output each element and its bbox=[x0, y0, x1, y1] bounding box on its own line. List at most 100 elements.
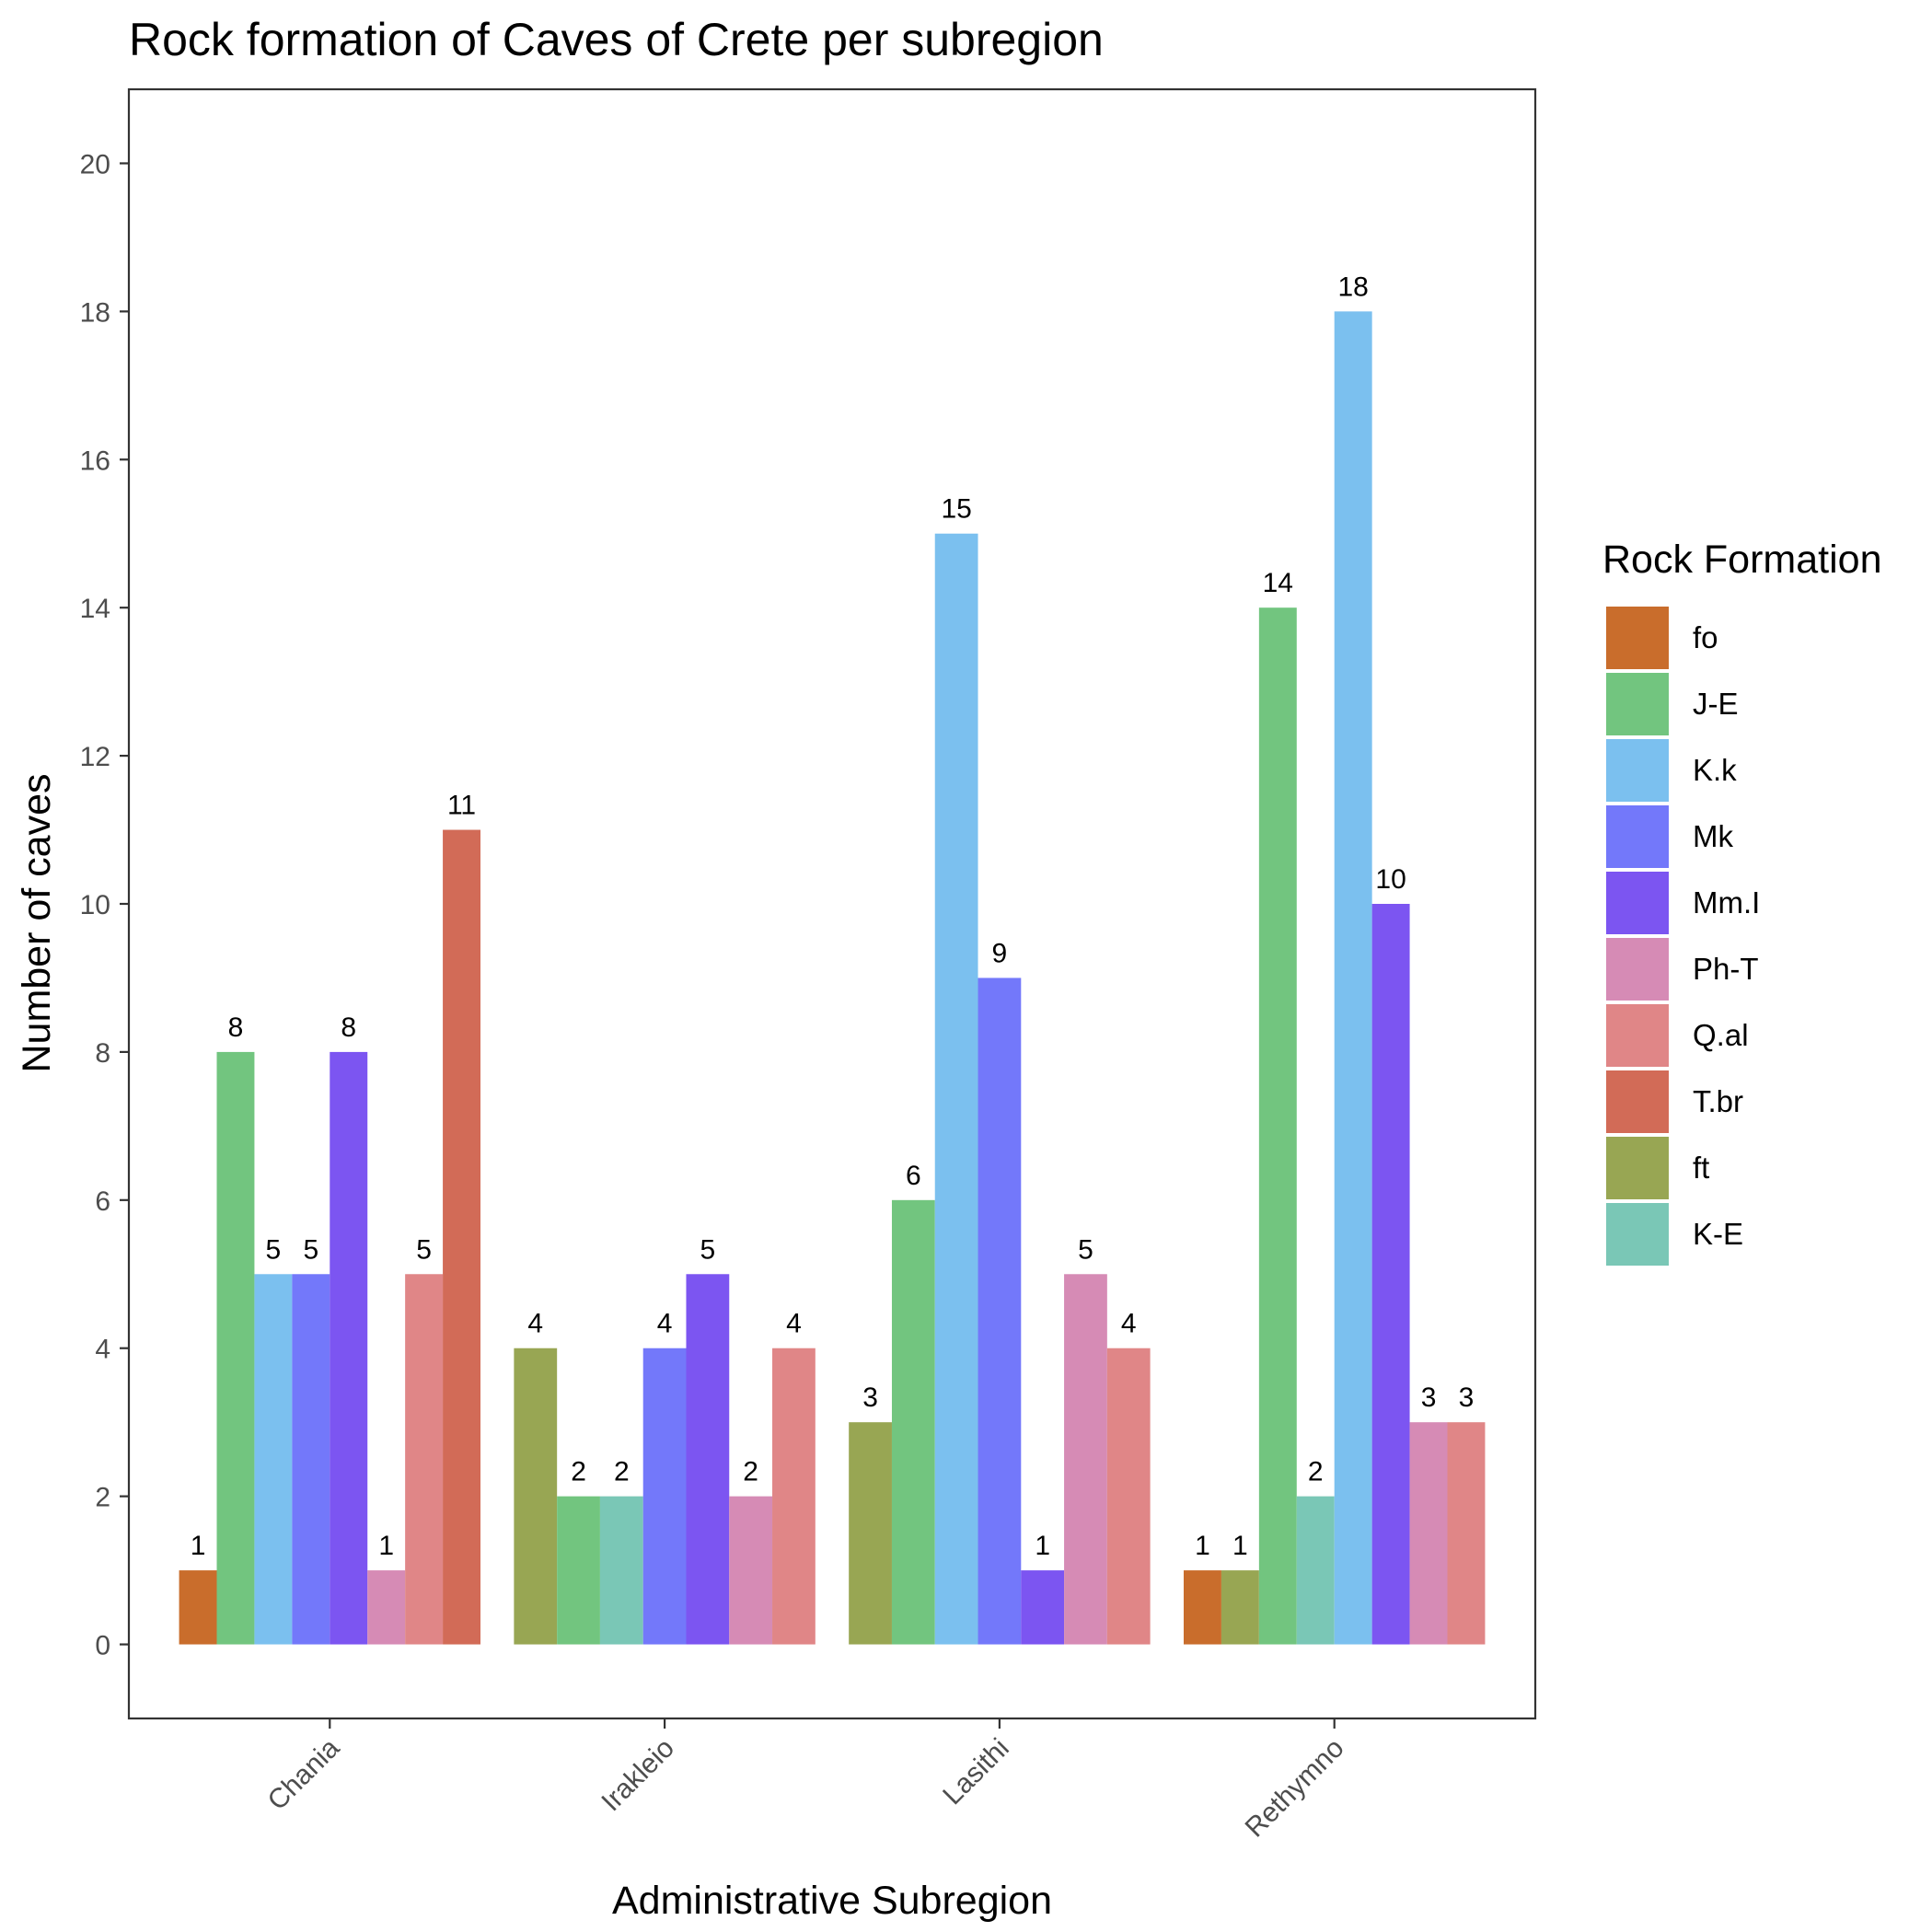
data-label: 4 bbox=[527, 1309, 543, 1339]
legend-item: Mm.I bbox=[1606, 870, 1760, 936]
x-tick-label: Rethymno bbox=[1240, 1733, 1350, 1844]
legend-item: T.br bbox=[1606, 1069, 1760, 1135]
y-tick-label: 4 bbox=[95, 1335, 110, 1365]
data-label: 5 bbox=[303, 1234, 318, 1265]
x-tick-label: Chania bbox=[262, 1732, 346, 1816]
legend-title: Rock Formation bbox=[1602, 538, 1882, 582]
bar-irakleio-mk bbox=[642, 1348, 687, 1645]
legend-label: Ph-T bbox=[1693, 952, 1759, 986]
legend-label: K-E bbox=[1693, 1217, 1744, 1251]
x-axis-label: Administrative Subregion bbox=[612, 1879, 1052, 1923]
legend-item: Mk bbox=[1606, 804, 1760, 870]
x-tick-label: Irakleio bbox=[596, 1733, 680, 1818]
data-label: 2 bbox=[1308, 1457, 1324, 1487]
legend-label: T.br bbox=[1693, 1084, 1744, 1118]
bar-lasithi-ph-t bbox=[1064, 1274, 1107, 1645]
bar-rethymno-ph-t bbox=[1409, 1422, 1448, 1645]
bar-rethymno-ft bbox=[1221, 1570, 1259, 1645]
data-label: 2 bbox=[743, 1457, 758, 1487]
legend-item: fo bbox=[1606, 605, 1760, 671]
y-axis-label: Number of caves bbox=[15, 773, 59, 1072]
legend-swatch bbox=[1606, 938, 1669, 1001]
data-label: 8 bbox=[228, 1012, 244, 1043]
data-label: 2 bbox=[614, 1457, 630, 1487]
data-label: 1 bbox=[1232, 1531, 1248, 1561]
bar-lasithi-j-e bbox=[891, 1199, 935, 1645]
bar-rethymno-k-k bbox=[1334, 311, 1372, 1645]
data-label: 5 bbox=[416, 1234, 432, 1265]
y-tick-label: 14 bbox=[80, 594, 110, 624]
data-label: 5 bbox=[700, 1234, 716, 1265]
y-axis: 0 2 4 6 8 10 12 14 16 18 20 bbox=[80, 149, 129, 1661]
legend-item: J-E bbox=[1606, 671, 1760, 737]
y-tick-label: 0 bbox=[95, 1631, 110, 1661]
bar-chania-ph-t bbox=[367, 1570, 406, 1645]
legend-item: ft bbox=[1606, 1135, 1760, 1201]
y-tick-label: 20 bbox=[80, 149, 110, 179]
y-tick-label: 10 bbox=[80, 890, 110, 920]
data-label: 3 bbox=[862, 1382, 878, 1413]
data-label: 15 bbox=[941, 494, 971, 525]
data-label: 4 bbox=[657, 1309, 673, 1339]
data-label: 3 bbox=[1421, 1382, 1437, 1413]
legend-label: J-E bbox=[1693, 687, 1739, 721]
data-label: 1 bbox=[378, 1531, 394, 1561]
legend-swatch bbox=[1606, 1070, 1669, 1133]
bar-lasithi-k-k bbox=[934, 533, 978, 1645]
data-label: 14 bbox=[1263, 568, 1293, 598]
y-tick-label: 12 bbox=[80, 742, 110, 772]
chart-title: Rock formation of Caves of Crete per sub… bbox=[129, 14, 1104, 65]
legend-swatch bbox=[1606, 607, 1669, 669]
data-label: 1 bbox=[1195, 1531, 1210, 1561]
data-label: 5 bbox=[1078, 1234, 1093, 1265]
data-label: 9 bbox=[992, 938, 1008, 968]
legend-swatch bbox=[1606, 805, 1669, 868]
y-tick-label: 8 bbox=[95, 1038, 110, 1069]
legend-swatch bbox=[1606, 673, 1669, 735]
bar-lasithi-mm-i bbox=[1021, 1570, 1065, 1645]
y-tick-label: 2 bbox=[95, 1483, 110, 1513]
legend: fo J-E K.k Mk Mm.I Ph-T Q.al T.br ft K-E bbox=[1606, 605, 1760, 1267]
x-axis: Chania Irakleio Lasithi Rethymno bbox=[262, 1718, 1350, 1844]
data-label: 11 bbox=[447, 791, 476, 821]
bar-lasithi-ft bbox=[849, 1422, 892, 1645]
bar-chania-q-al bbox=[405, 1274, 444, 1645]
legend-swatch bbox=[1606, 1004, 1669, 1067]
bar-irakleio-k-e bbox=[599, 1496, 643, 1645]
bar-rethymno-j-e bbox=[1258, 607, 1297, 1645]
data-label: 5 bbox=[266, 1234, 282, 1265]
legend-swatch bbox=[1606, 1137, 1669, 1199]
data-label: 3 bbox=[1459, 1382, 1475, 1413]
bar-rethymno-q-al bbox=[1447, 1422, 1486, 1645]
legend-item: Q.al bbox=[1606, 1002, 1760, 1069]
x-tick-label: Lasithi bbox=[937, 1733, 1015, 1811]
legend-label: K.k bbox=[1693, 753, 1737, 787]
bar-chania-j-e bbox=[216, 1051, 255, 1645]
bars-layer bbox=[179, 311, 1486, 1645]
bar-rethymno-mm-i bbox=[1371, 904, 1410, 1645]
legend-item: K.k bbox=[1606, 737, 1760, 804]
bar-irakleio-q-al bbox=[772, 1348, 816, 1645]
bar-rethymno-k-e bbox=[1296, 1496, 1335, 1645]
data-label: 18 bbox=[1337, 272, 1368, 302]
y-tick-label: 18 bbox=[80, 297, 110, 328]
legend-label: ft bbox=[1693, 1151, 1710, 1185]
y-tick-label: 6 bbox=[95, 1186, 110, 1217]
legend-item: K-E bbox=[1606, 1201, 1760, 1267]
legend-label: Mk bbox=[1693, 819, 1733, 853]
bar-irakleio-ft bbox=[514, 1348, 558, 1645]
legend-swatch bbox=[1606, 1203, 1669, 1266]
bar-chania-fo bbox=[179, 1570, 217, 1645]
bar-chania-t-br bbox=[443, 829, 480, 1645]
bar-lasithi-q-al bbox=[1106, 1348, 1151, 1645]
bar-chania-mm-i bbox=[330, 1051, 368, 1645]
data-label: 1 bbox=[191, 1531, 206, 1561]
data-label: 10 bbox=[1375, 864, 1406, 895]
legend-label: Q.al bbox=[1693, 1018, 1749, 1052]
bar-irakleio-j-e bbox=[557, 1496, 600, 1645]
data-label: 4 bbox=[1121, 1309, 1137, 1339]
data-label: 1 bbox=[1035, 1531, 1050, 1561]
legend-swatch bbox=[1606, 739, 1669, 802]
